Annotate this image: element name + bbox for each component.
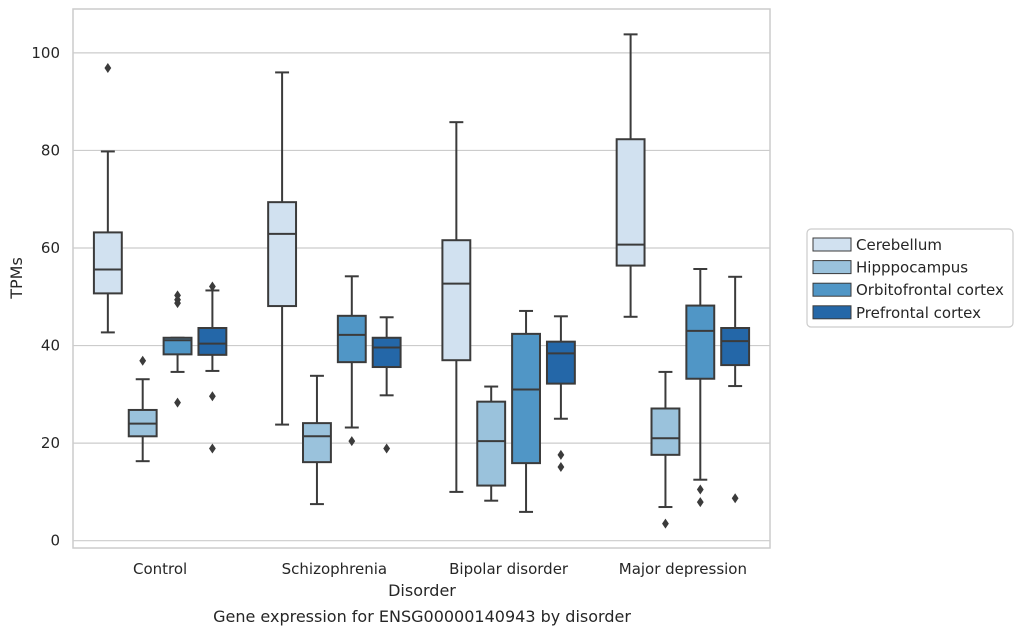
box-iqr xyxy=(720,327,751,367)
box-iqr xyxy=(441,239,472,362)
outlier-point xyxy=(557,449,565,460)
box-cerebellum-bipolar-disorder xyxy=(441,121,472,493)
box-hipppocampus-schizophrenia xyxy=(302,374,332,506)
x-tick-label-control: Control xyxy=(133,560,187,578)
box-iqr xyxy=(162,336,193,356)
legend-item-cerebellum: Cerebellum xyxy=(812,236,942,254)
box-iqr xyxy=(615,138,646,267)
outlier-point xyxy=(696,497,704,508)
outlier-point xyxy=(209,443,216,454)
box-iqr xyxy=(267,201,298,308)
y-tick-label: 20 xyxy=(41,434,60,452)
outlier-point xyxy=(348,436,356,447)
box-iqr xyxy=(511,332,541,465)
box-iqr xyxy=(545,340,576,385)
outlier-point xyxy=(209,391,216,402)
outlier-point xyxy=(139,355,147,366)
box-iqr xyxy=(685,304,716,380)
legend: Cerebellum Hipppocampus Orbitofrontal cort… xyxy=(806,228,1014,328)
box-iqr xyxy=(92,231,123,295)
box-cerebellum-schizophrenia xyxy=(267,71,298,426)
box-prefrontal-cortex-bipolar-disorder xyxy=(545,315,576,473)
y-tick-label: 60 xyxy=(41,239,60,257)
x-axis-label: Disorder xyxy=(388,581,456,600)
x-tick-label-schizophrenia: Schizophrenia xyxy=(282,560,387,578)
box-orbitofrontal-cortex-bipolar-disorder xyxy=(511,309,541,513)
legend-swatch xyxy=(812,305,852,320)
box-orbitofrontal-cortex-major-depression xyxy=(685,267,716,508)
outlier-point xyxy=(731,493,739,504)
outlier-point xyxy=(383,443,391,454)
legend-label: Hipppocampus xyxy=(856,259,968,277)
chart-caption: Gene expression for ENSG00000140943 by d… xyxy=(213,607,631,626)
box-iqr xyxy=(197,327,228,356)
legend-swatch xyxy=(812,260,852,275)
y-tick-labels: 0 20 40 60 80 100 xyxy=(31,44,60,550)
box-prefrontal-cortex-major-depression xyxy=(720,275,751,504)
box-iqr xyxy=(476,400,507,487)
legend-label: Prefrontal cortex xyxy=(856,304,981,322)
legend-item-orbitofrontal-cortex: Orbitofrontal cortex xyxy=(812,281,1004,299)
box-orbitofrontal-cortex-control xyxy=(162,290,193,408)
box-cerebellum-control xyxy=(92,63,123,334)
legend-label: Orbitofrontal cortex xyxy=(856,281,1004,299)
outlier-point xyxy=(557,462,565,473)
box-hipppocampus-control xyxy=(127,355,158,463)
outlier-point xyxy=(209,281,216,292)
y-tick-label: 100 xyxy=(31,44,60,62)
box-prefrontal-cortex-control xyxy=(197,281,228,454)
plot-frame xyxy=(72,8,771,549)
legend-swatch xyxy=(812,237,852,252)
box-plots xyxy=(92,33,751,529)
outlier-point xyxy=(174,298,181,309)
box-iqr xyxy=(302,422,332,464)
legend-box xyxy=(806,228,1014,328)
outlier-point xyxy=(696,484,704,495)
y-tick-label: 80 xyxy=(41,141,60,159)
legend-item-prefrontal-cortex: Prefrontal cortex xyxy=(812,304,981,322)
legend-swatch xyxy=(812,282,852,297)
outlier-point xyxy=(662,518,669,529)
box-iqr xyxy=(371,336,402,369)
x-tick-label-bipolar-disorder: Bipolar disorder xyxy=(449,560,569,578)
box-hipppocampus-major-depression xyxy=(650,370,681,529)
plot-border xyxy=(72,8,771,549)
box-cerebellum-major-depression xyxy=(615,33,646,318)
box-prefrontal-cortex-schizophrenia xyxy=(371,316,402,454)
x-tick-label-major-depression: Major depression xyxy=(619,560,747,578)
box-orbitofrontal-cortex-schizophrenia xyxy=(336,275,367,447)
x-tick-labels: Control Schizophrenia Bipolar disorder Majo… xyxy=(133,560,747,578)
legend-label: Cerebellum xyxy=(856,236,942,254)
outlier-point xyxy=(174,397,181,408)
y-tick-label: 40 xyxy=(41,337,60,355)
y-tick-label: 0 xyxy=(50,532,60,550)
box-iqr xyxy=(650,407,681,456)
box-iqr xyxy=(336,314,367,364)
legend-item-hipppocampus: Hipppocampus xyxy=(812,259,968,277)
y-axis-label: TPMs xyxy=(7,257,26,300)
outlier-point xyxy=(104,63,112,74)
box-hipppocampus-bipolar-disorder xyxy=(476,385,507,502)
